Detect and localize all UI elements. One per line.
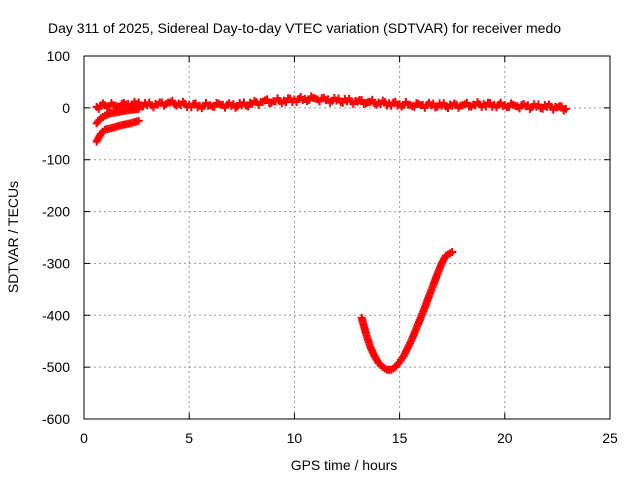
y-tick-label: -100 <box>42 152 70 168</box>
y-axis-label: SDTVAR / TECUs <box>5 181 21 293</box>
y-tick-label: -300 <box>42 255 70 271</box>
plot-area-frame <box>83 55 611 420</box>
y-tick-label: -200 <box>42 204 70 220</box>
grid-lines <box>84 56 610 419</box>
x-tick-label: 5 <box>185 430 193 446</box>
y-tick-label: -500 <box>42 359 70 375</box>
x-tick-label: 15 <box>392 430 408 446</box>
series-3-point <box>448 248 457 257</box>
series-0-point <box>561 104 570 113</box>
x-tick-label: 0 <box>80 430 88 446</box>
x-axis-label: GPS time / hours <box>291 457 398 473</box>
x-tick-label: 20 <box>497 430 513 446</box>
y-tick-label: -400 <box>42 307 70 323</box>
series-0-point <box>557 102 566 111</box>
y-tick-label: 100 <box>47 48 71 64</box>
y-tick-label: -600 <box>42 411 70 427</box>
data-points <box>92 92 570 374</box>
x-tick-label: 25 <box>602 430 618 446</box>
x-tick-label: 10 <box>287 430 303 446</box>
series-1-point <box>134 104 143 113</box>
y-tick-label: 0 <box>62 100 70 116</box>
chart-title: Day 311 of 2025, Sidereal Day-to-day VTE… <box>48 20 561 36</box>
series-2-point <box>134 116 143 125</box>
axis-ticks: 0 5 10 15 20 25 100 0 -100 -200 -300 -400 -500 -600 <box>42 48 618 446</box>
